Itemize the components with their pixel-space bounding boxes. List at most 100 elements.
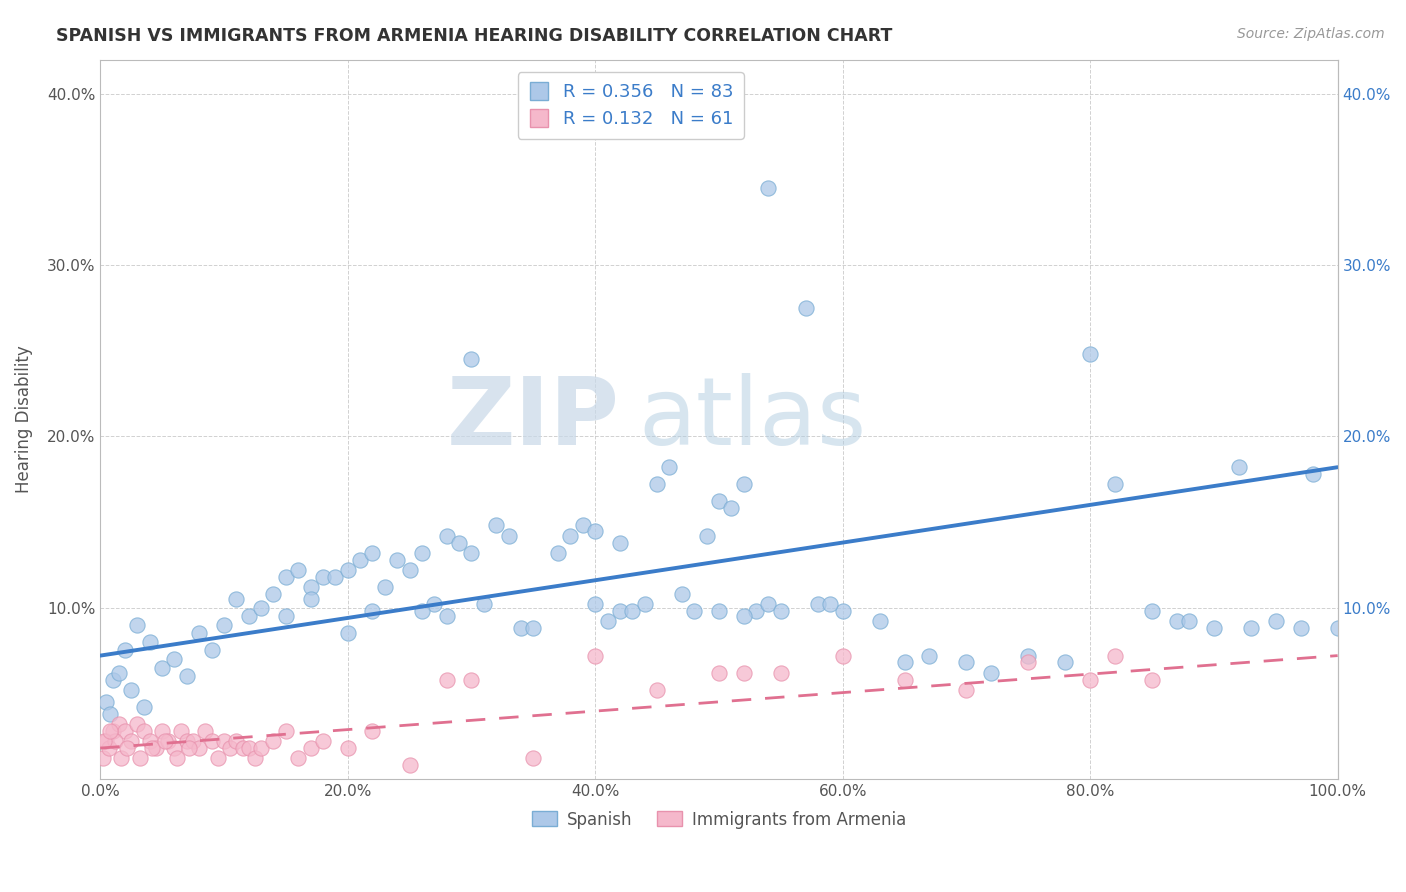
Point: [127, 617, 149, 632]
Point: [176, 734, 198, 748]
Point: [232, 741, 254, 756]
Point: [312, 734, 335, 748]
Point: [336, 626, 359, 640]
Point: [1202, 621, 1225, 635]
Text: Source: ZipAtlas.com: Source: ZipAtlas.com: [1237, 27, 1385, 41]
Point: [1264, 615, 1286, 629]
Point: [225, 734, 247, 748]
Point: [127, 717, 149, 731]
Point: [349, 552, 371, 566]
Point: [645, 477, 668, 491]
Point: [1054, 656, 1077, 670]
Point: [104, 734, 127, 748]
Point: [336, 741, 359, 756]
Point: [139, 635, 162, 649]
Point: [96, 695, 118, 709]
Point: [758, 597, 780, 611]
Point: [498, 529, 520, 543]
Point: [274, 609, 297, 624]
Point: [98, 723, 121, 738]
Point: [460, 673, 482, 687]
Point: [110, 751, 132, 765]
Point: [325, 570, 347, 584]
Point: [250, 741, 273, 756]
Point: [274, 570, 297, 584]
Point: [101, 673, 124, 687]
Point: [114, 643, 136, 657]
Point: [361, 604, 384, 618]
Point: [336, 563, 359, 577]
Point: [758, 181, 780, 195]
Point: [1289, 621, 1312, 635]
Point: [145, 741, 167, 756]
Point: [238, 609, 260, 624]
Point: [139, 734, 162, 748]
Point: [101, 723, 124, 738]
Point: [299, 592, 322, 607]
Point: [485, 518, 508, 533]
Point: [510, 621, 533, 635]
Point: [1078, 673, 1101, 687]
Point: [97, 741, 120, 756]
Point: [1140, 673, 1163, 687]
Point: [299, 580, 322, 594]
Point: [1240, 621, 1263, 635]
Point: [287, 563, 309, 577]
Point: [120, 682, 142, 697]
Point: [170, 723, 193, 738]
Point: [696, 529, 718, 543]
Point: [150, 660, 173, 674]
Point: [621, 604, 644, 618]
Point: [207, 751, 229, 765]
Point: [411, 546, 433, 560]
Point: [108, 665, 131, 680]
Text: SPANISH VS IMMIGRANTS FROM ARMENIA HEARING DISABILITY CORRELATION CHART: SPANISH VS IMMIGRANTS FROM ARMENIA HEARI…: [56, 27, 893, 45]
Point: [212, 617, 235, 632]
Point: [212, 734, 235, 748]
Point: [128, 751, 150, 765]
Point: [807, 597, 830, 611]
Point: [1140, 604, 1163, 618]
Point: [720, 501, 742, 516]
Point: [243, 751, 266, 765]
Point: [287, 751, 309, 765]
Point: [436, 609, 458, 624]
Point: [1166, 615, 1188, 629]
Point: [955, 682, 977, 697]
Point: [238, 741, 260, 756]
Point: [150, 723, 173, 738]
Point: [893, 656, 915, 670]
Point: [312, 570, 335, 584]
Point: [794, 301, 817, 315]
Point: [893, 673, 915, 687]
Point: [1302, 467, 1324, 481]
Point: [132, 700, 155, 714]
Point: [733, 609, 755, 624]
Point: [583, 648, 606, 663]
Point: [1227, 460, 1250, 475]
Point: [918, 648, 941, 663]
Point: [181, 734, 204, 748]
Point: [398, 563, 420, 577]
Point: [980, 665, 1002, 680]
Point: [1017, 656, 1039, 670]
Point: [188, 626, 211, 640]
Point: [153, 734, 176, 748]
Point: [132, 723, 155, 738]
Point: [645, 682, 668, 697]
Point: [707, 494, 730, 508]
Point: [250, 600, 273, 615]
Point: [1017, 648, 1039, 663]
Point: [547, 546, 569, 560]
Point: [436, 673, 458, 687]
Point: [141, 741, 163, 756]
Point: [596, 615, 619, 629]
Point: [745, 604, 768, 618]
Point: [225, 592, 247, 607]
Point: [219, 741, 242, 756]
Point: [460, 546, 482, 560]
Point: [114, 723, 136, 738]
Point: [522, 751, 544, 765]
Point: [96, 734, 118, 748]
Point: [93, 734, 115, 748]
